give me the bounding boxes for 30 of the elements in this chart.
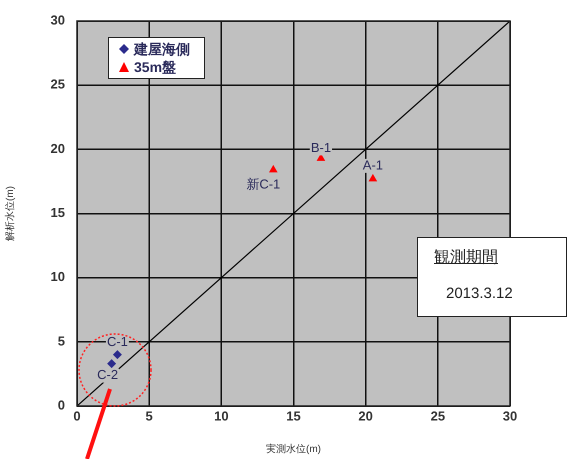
x-axis-title: 実測水位(m): [266, 442, 321, 455]
y-tick-label: 5: [58, 333, 65, 348]
y-tick-label: 25: [50, 76, 65, 92]
legend-label: 35m盤: [134, 58, 176, 76]
y-tick-label: 10: [50, 269, 65, 284]
y-tick-label: 0: [58, 398, 65, 413]
point: [107, 359, 116, 368]
point: [112, 350, 122, 360]
annotation: A-1: [362, 157, 383, 172]
y-tick-label: 30: [50, 12, 65, 28]
x-tick-label: 20: [358, 408, 373, 424]
annotation: C-2: [97, 367, 118, 382]
y-tick-label: 20: [50, 140, 65, 156]
x-tick-label: 15: [286, 408, 301, 424]
y-axis-title: 解析水位(m): [4, 186, 16, 241]
annotation: B-1: [310, 140, 332, 155]
annotation: C-1: [106, 334, 128, 350]
x-tick-label: 10: [214, 408, 229, 424]
annotation: 2013.3.12: [446, 285, 513, 302]
x-tick-label: 25: [430, 408, 446, 424]
annotation: 観測期間: [434, 248, 498, 268]
point: [368, 174, 378, 182]
y-tick-label: 15: [50, 205, 65, 220]
annotation: 新C-1: [246, 176, 280, 192]
x-tick-label: 0: [73, 408, 81, 424]
x-tick-label: 30: [502, 408, 518, 424]
note-box: 観測期間 2013.3.12: [417, 237, 567, 317]
point: [268, 164, 278, 172]
legend-label: 建屋海側: [134, 40, 190, 58]
x-tick-label: 5: [146, 408, 153, 424]
